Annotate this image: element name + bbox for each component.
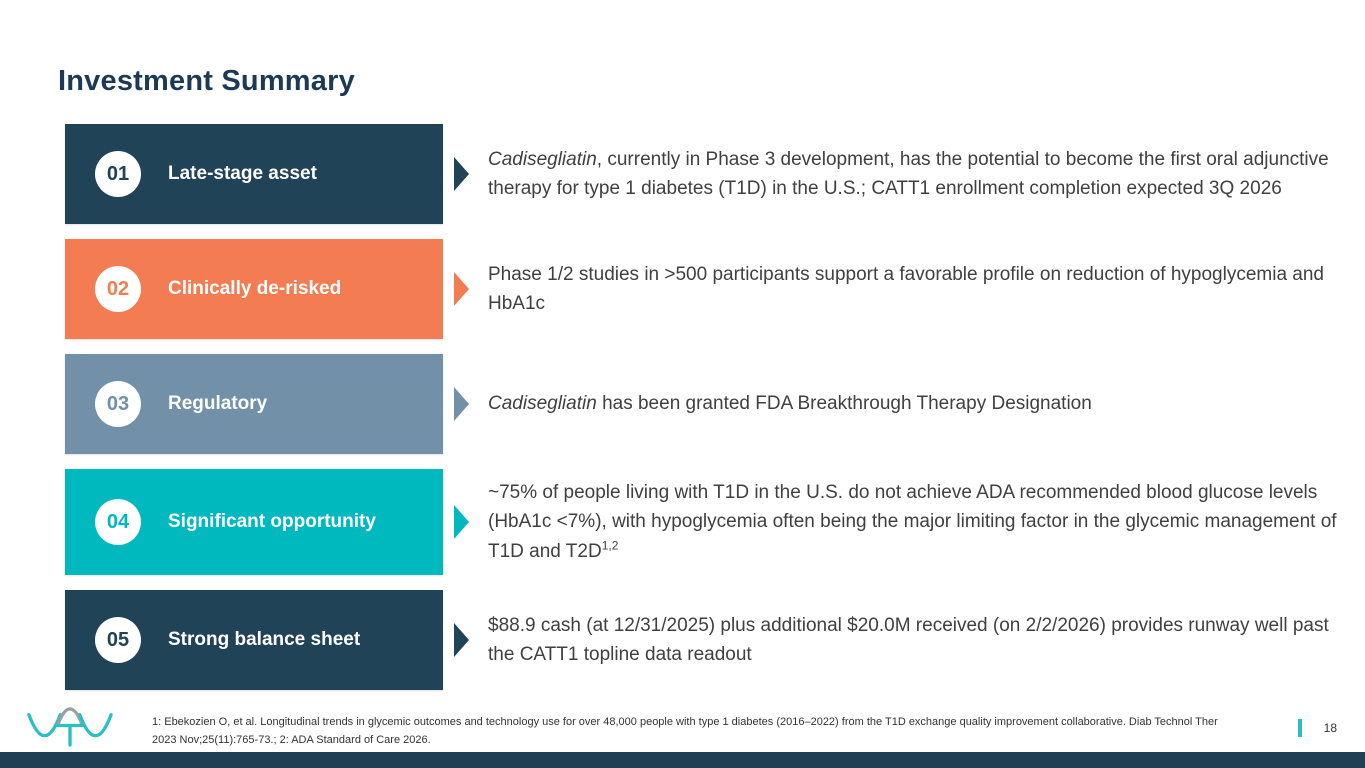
item-description: Cadisegliatin has been granted FDA Break…: [488, 389, 1092, 418]
footnote: 1: Ebekozien O, et al. Longitudinal tren…: [152, 713, 1232, 749]
item-label: Regulatory: [168, 393, 268, 414]
footnote-ref: 1,2: [601, 538, 619, 553]
right-arrow-icon: [454, 387, 469, 421]
item-description: $88.9 cash (at 12/31/2025) plus addition…: [488, 611, 1337, 669]
bottom-accent-bar: [0, 752, 1365, 768]
list-item-clinically-derisked: 02 Clinically de-risked Phase 1/2 studie…: [65, 239, 1337, 339]
drug-name: Cadisegliatin: [488, 393, 597, 415]
investment-summary-list: 01 Late-stage asset Cadisegliatin, curre…: [65, 124, 1337, 705]
right-arrow-icon: [454, 505, 469, 539]
vtv-logo: [26, 698, 114, 757]
item-bar: 01 Late-stage asset: [65, 124, 443, 224]
item-label: Strong balance sheet: [168, 629, 361, 650]
description-text: ~75% of people living with T1D in the U.…: [488, 482, 1337, 562]
list-item-regulatory: 03 Regulatory Cadisegliatin has been gra…: [65, 354, 1337, 454]
page-title: Investment Summary: [58, 65, 355, 98]
item-label: Clinically de-risked: [168, 278, 342, 299]
description-text: , currently in Phase 3 development, has …: [488, 148, 1329, 199]
item-bar: 03 Regulatory: [65, 354, 443, 454]
footnote-line-2: 2023 Nov;25(11):765-73.; 2: ADA Standard…: [152, 734, 431, 747]
right-arrow-icon: [454, 623, 469, 657]
item-bar: 05 Strong balance sheet: [65, 590, 443, 690]
item-number-badge: 05: [95, 617, 141, 663]
item-label: Late-stage asset: [168, 163, 317, 184]
item-number-badge: 02: [95, 266, 141, 312]
item-number-badge: 03: [95, 381, 141, 427]
description-text: has been granted FDA Breakthrough Therap…: [596, 393, 1092, 415]
item-label: Significant opportunity: [168, 511, 376, 532]
item-description: ~75% of people living with T1D in the U.…: [488, 478, 1337, 565]
right-arrow-icon: [454, 157, 469, 191]
item-number-badge: 04: [95, 499, 141, 545]
description-text: $88.9 cash (at 12/31/2025) plus addition…: [488, 614, 1329, 665]
page-number: 18: [1323, 721, 1337, 735]
drug-name: Cadisegliatin: [488, 148, 597, 170]
item-description: Cadisegliatin, currently in Phase 3 deve…: [488, 145, 1337, 203]
right-arrow-icon: [454, 272, 469, 306]
item-bar: 02 Clinically de-risked: [65, 239, 443, 339]
item-bar: 04 Significant opportunity: [65, 469, 443, 575]
page-number-tick: [1297, 719, 1302, 737]
item-description: Phase 1/2 studies in >500 participants s…: [488, 260, 1337, 318]
description-text: Phase 1/2 studies in >500 participants s…: [488, 263, 1324, 314]
footnote-line-1: 1: Ebekozien O, et al. Longitudinal tren…: [152, 716, 1218, 728]
list-item-late-stage-asset: 01 Late-stage asset Cadisegliatin, curre…: [65, 124, 1337, 224]
page-number-area: 18: [1297, 719, 1337, 737]
item-number-badge: 01: [95, 151, 141, 197]
list-item-significant-opportunity: 04 Significant opportunity ~75% of peopl…: [65, 469, 1337, 575]
list-item-strong-balance-sheet: 05 Strong balance sheet $88.9 cash (at 1…: [65, 590, 1337, 690]
